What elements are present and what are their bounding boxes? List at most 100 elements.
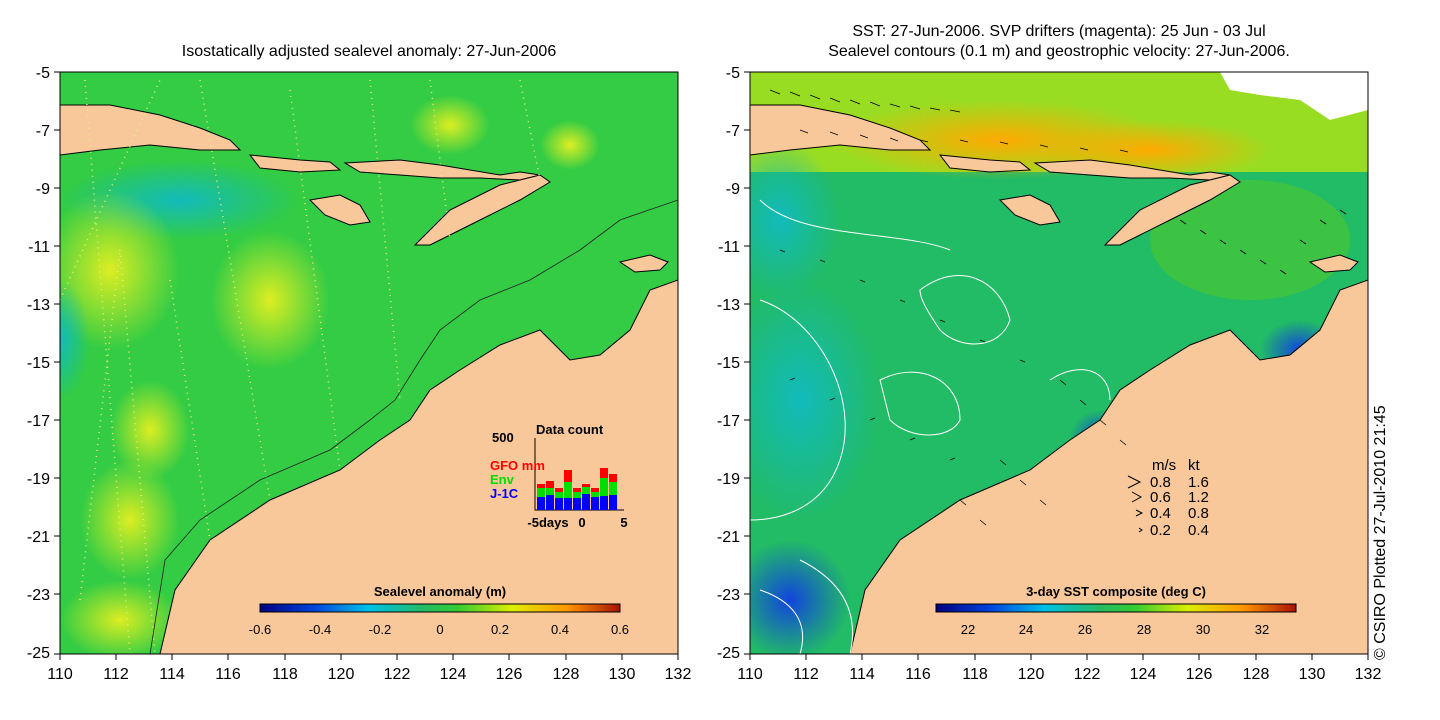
- right-colorbar-label: 3-day SST composite (deg C): [1026, 584, 1206, 599]
- data-count-title: Data count: [536, 422, 604, 437]
- x-tick-label: 110: [47, 666, 73, 683]
- x-tick-label: 112: [793, 666, 819, 683]
- legend-gfo: GFO mm: [490, 458, 545, 473]
- left-map-title: Isostatically adjusted sealevel anomaly:…: [181, 43, 557, 60]
- left-colorbar-tick: -0.6: [249, 622, 271, 637]
- y-tick-label: -7: [725, 123, 740, 140]
- velocity-legend-kt: 0.8: [1188, 505, 1209, 522]
- x-tick-label: 126: [495, 666, 523, 683]
- x-tick-label: 120: [1017, 666, 1045, 683]
- y-tick-label: -9: [725, 181, 740, 198]
- x-tick-label: 114: [159, 666, 185, 683]
- right-colorbar-tick: 28: [1137, 622, 1151, 637]
- x-tick-label: 130: [1298, 666, 1326, 683]
- legend-env: Env: [490, 472, 515, 487]
- right-colorbar-tick: 30: [1196, 622, 1210, 637]
- x-tick-label: 128: [1242, 666, 1270, 683]
- velocity-legend-header-ms: m/s: [1152, 457, 1176, 474]
- right-axis-ticks: [744, 71, 1369, 660]
- velocity-legend-ms: 0.4: [1150, 505, 1171, 522]
- y-tick-label: -5: [725, 65, 740, 82]
- left-colorbar-tick: 0.2: [491, 622, 509, 637]
- velocity-legend-header-kt: kt: [1188, 457, 1201, 474]
- arrow-glyph-0.6: [1131, 491, 1143, 503]
- right-colorbar-tick: 26: [1078, 622, 1092, 637]
- y-tick-label: -9: [35, 181, 50, 198]
- velocity-legend-kt: 1.6: [1188, 474, 1209, 491]
- x-tick-label: 118: [272, 666, 298, 683]
- right-colorbar-tick: 32: [1255, 622, 1269, 637]
- velocity-legend-kt: 0.4: [1188, 522, 1209, 539]
- velocity-legend-kt: 1.2: [1188, 489, 1209, 506]
- left-colorbar-tick: 0.6: [611, 622, 629, 637]
- x-tick-label: 124: [439, 666, 467, 683]
- y-tick-label: -19: [26, 471, 50, 488]
- left-altimetry-tracks: [60, 79, 541, 654]
- left-colorbar-tick: 0: [436, 622, 443, 637]
- right-colorbar-tick: 24: [1019, 622, 1033, 637]
- y-tick-label: -25: [716, 645, 740, 662]
- y-tick-label: -13: [716, 297, 740, 314]
- left-colorbar-tick: -0.4: [309, 622, 331, 637]
- right-colorbar-gradient: [935, 603, 1297, 613]
- y-tick-label: -17: [716, 413, 740, 430]
- x-tick-label: 122: [1073, 666, 1101, 683]
- data-count-bars: [537, 468, 617, 510]
- left-colorbar-label: Sealevel anomaly (m): [374, 584, 506, 599]
- arrow-glyph-0.4: [1135, 509, 1144, 517]
- arrow-glyph-0.8: [1127, 475, 1142, 489]
- data-count-xtick: -5days: [527, 515, 568, 530]
- y-tick-label: -11: [718, 239, 740, 256]
- y-tick-label: -7: [35, 123, 50, 140]
- y-tick-label: -13: [26, 297, 50, 314]
- right-geostrophic-velocity-arrows: [769, 89, 1347, 526]
- right-sealevel-contours: [750, 199, 1111, 654]
- x-tick-label: 112: [103, 666, 129, 683]
- y-tick-label: -23: [716, 587, 740, 604]
- x-tick-label: 132: [664, 666, 692, 683]
- right-map-title-line1: SST: 27-Jun-2006. SVP drifters (magenta)…: [852, 23, 1266, 40]
- left-land: [60, 104, 678, 654]
- x-tick-label: 130: [608, 666, 636, 683]
- left-map-frame: [59, 71, 679, 655]
- left-colorbar: Sealevel anomaly (m) -0.6 -0.4 -0.2 0 0.…: [249, 584, 629, 637]
- left-colorbar-tick: 0.4: [551, 622, 569, 637]
- y-tick-label: -5: [35, 65, 50, 82]
- x-tick-label: 120: [327, 666, 355, 683]
- right-map-frame: [749, 71, 1369, 655]
- x-tick-label: 122: [383, 666, 411, 683]
- velocity-legend-ms: 0.2: [1150, 522, 1171, 539]
- x-tick-label: 114: [849, 666, 875, 683]
- left-colorbar-gradient: [259, 603, 621, 613]
- arrow-glyph-0.2: [1138, 527, 1143, 533]
- csiro-credit: © CSIRO Plotted 27-Jul-2010 21:45: [1372, 405, 1389, 660]
- data-count-xtick: 5: [620, 515, 627, 530]
- legend-j1c: J-1C: [490, 486, 519, 501]
- y-tick-label: -11: [28, 239, 50, 256]
- velocity-legend-ms: 0.6: [1150, 489, 1171, 506]
- y-tick-label: -15: [26, 355, 50, 372]
- y-tick-label: -21: [716, 529, 740, 546]
- left-axis-ticks: [54, 71, 679, 660]
- x-tick-label: 110: [737, 666, 763, 683]
- right-colorbar: 3-day SST composite (deg C) 22 24 26 28 …: [935, 584, 1297, 637]
- y-tick-label: -21: [26, 529, 50, 546]
- x-tick-label: 124: [1129, 666, 1157, 683]
- right-colorbar-tick: 22: [961, 622, 975, 637]
- data-count-ymax: 500: [492, 430, 514, 445]
- y-tick-label: -19: [716, 471, 740, 488]
- y-tick-label: -17: [26, 413, 50, 430]
- y-tick-label: -23: [26, 587, 50, 604]
- right-land: [750, 104, 1368, 654]
- velocity-legend-ms: 0.8: [1150, 474, 1171, 491]
- x-tick-label: 116: [215, 666, 241, 683]
- y-tick-label: -25: [26, 645, 50, 662]
- x-tick-label: 126: [1185, 666, 1213, 683]
- left-colorbar-tick: -0.2: [369, 622, 391, 637]
- velocity-legend: m/s kt 0.8 1.6 0.6 1.2 0.4 0.8 0.2 0.4: [1127, 457, 1209, 539]
- left-bathymetry-contour: [149, 199, 678, 654]
- x-tick-label: 128: [552, 666, 580, 683]
- data-count-inset: Data count 500 GFO mm Env J-1C -5days 0 …: [490, 422, 628, 530]
- x-tick-label: 118: [962, 666, 988, 683]
